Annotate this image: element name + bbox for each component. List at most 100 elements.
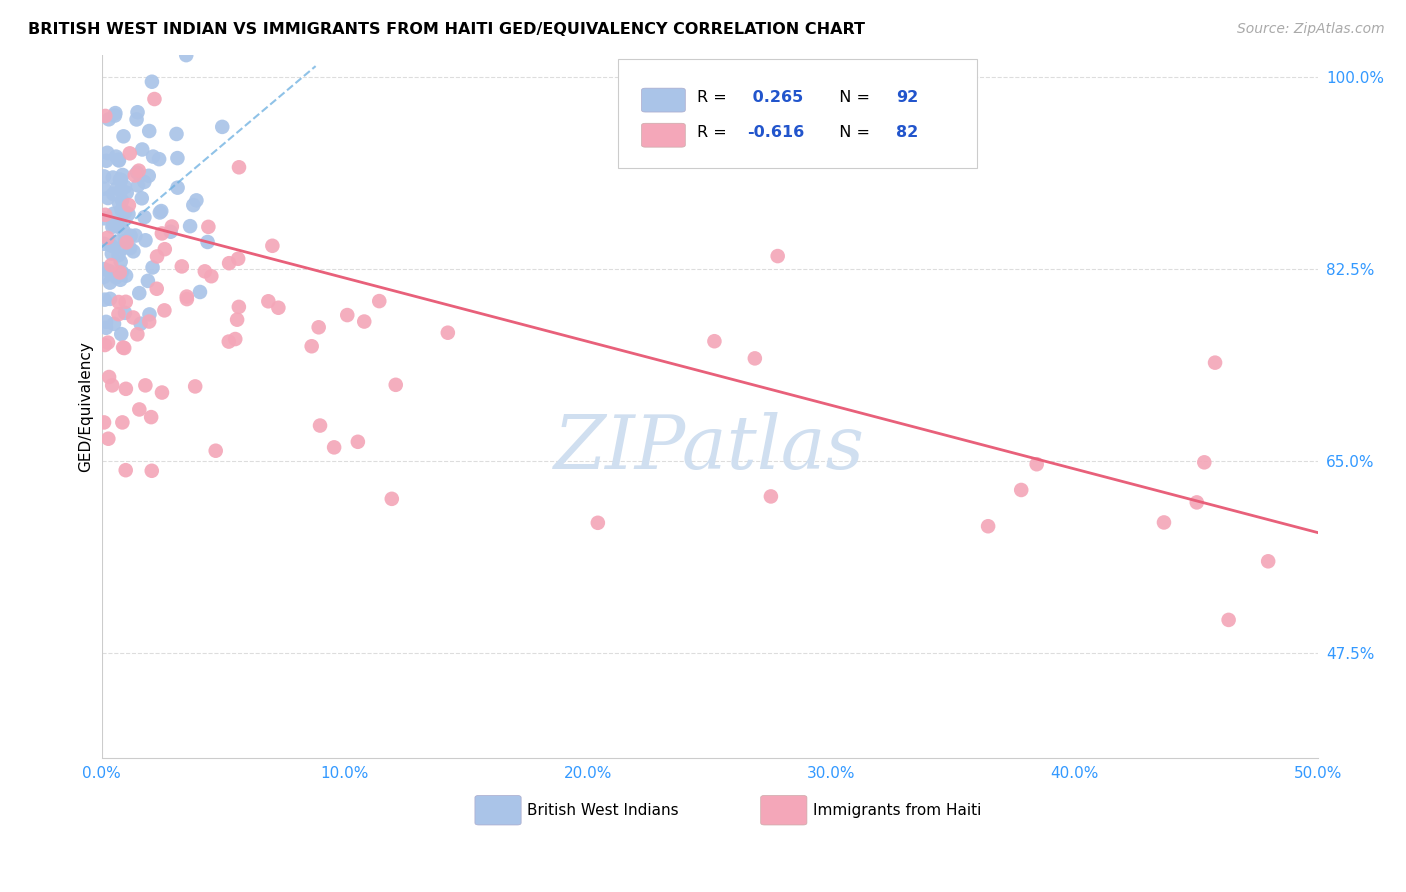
Point <box>124 228 146 243</box>
Point <box>153 303 176 318</box>
Point <box>97 335 120 350</box>
Point <box>134 378 156 392</box>
Point <box>93 181 115 195</box>
Point <box>110 183 132 197</box>
Point <box>107 307 129 321</box>
Point <box>153 242 176 256</box>
Text: 92: 92 <box>896 90 918 104</box>
Point <box>98 276 121 290</box>
Point <box>93 236 115 251</box>
Point <box>114 306 136 320</box>
Point <box>141 464 163 478</box>
Point <box>166 151 188 165</box>
Point <box>384 377 406 392</box>
Point <box>703 334 725 349</box>
Point <box>127 327 149 342</box>
Point <box>96 231 118 245</box>
Point <box>97 112 120 127</box>
Point <box>186 194 208 208</box>
Text: R =: R = <box>697 125 733 140</box>
Point <box>97 432 120 446</box>
Point <box>176 289 198 303</box>
Point <box>108 153 131 168</box>
Point <box>200 269 222 284</box>
Point <box>176 292 198 306</box>
Point <box>1204 356 1226 370</box>
Text: -0.616: -0.616 <box>748 125 804 140</box>
Point <box>353 314 375 328</box>
Point <box>93 416 115 430</box>
Point <box>115 235 138 250</box>
Point <box>104 109 127 123</box>
Point <box>93 293 115 307</box>
Point <box>120 228 142 243</box>
Text: 0.265: 0.265 <box>748 90 804 104</box>
Point <box>124 169 146 183</box>
Point <box>1185 495 1208 509</box>
Point <box>1218 613 1240 627</box>
Point <box>110 254 132 268</box>
Point <box>94 315 117 329</box>
Point <box>98 292 121 306</box>
Point <box>96 153 118 168</box>
Point <box>368 294 391 309</box>
Point <box>110 217 132 231</box>
Point <box>112 341 135 355</box>
Point <box>110 173 132 187</box>
Point <box>267 301 290 315</box>
FancyBboxPatch shape <box>475 796 522 825</box>
Point <box>142 150 165 164</box>
Point <box>103 317 125 331</box>
Text: ZIPatlas: ZIPatlas <box>554 412 865 484</box>
Point <box>97 191 120 205</box>
Point <box>103 186 125 201</box>
Point <box>228 161 250 175</box>
Point <box>107 153 129 167</box>
Point <box>105 235 128 249</box>
Point <box>93 269 115 284</box>
Point <box>94 109 117 123</box>
Point <box>1153 516 1175 530</box>
Point <box>93 262 115 277</box>
Point <box>128 163 150 178</box>
Point <box>103 207 125 221</box>
Point <box>184 379 207 393</box>
Point <box>170 260 193 274</box>
Text: N =: N = <box>828 90 875 104</box>
Point <box>977 519 1000 533</box>
Point <box>110 273 132 287</box>
Point <box>128 286 150 301</box>
Point <box>111 194 134 208</box>
Point <box>142 260 165 275</box>
Point <box>766 249 789 263</box>
Point <box>118 241 141 255</box>
Point <box>226 252 249 266</box>
Point <box>134 233 156 247</box>
Point <box>437 326 460 340</box>
Point <box>107 295 129 310</box>
Point <box>127 105 149 120</box>
Point <box>111 241 134 255</box>
Point <box>262 239 284 253</box>
Point <box>115 186 138 200</box>
Point <box>143 92 166 106</box>
Point <box>105 150 128 164</box>
Point <box>166 180 188 194</box>
FancyBboxPatch shape <box>641 88 685 112</box>
Point <box>149 205 172 219</box>
Text: 82: 82 <box>896 125 918 140</box>
Point <box>105 181 128 195</box>
Point <box>183 198 205 212</box>
Point <box>107 248 129 262</box>
Point <box>125 112 148 127</box>
Point <box>134 210 156 224</box>
Point <box>104 106 127 120</box>
Point <box>336 308 359 322</box>
Point <box>150 227 173 241</box>
Point <box>118 198 141 212</box>
Point <box>197 235 219 249</box>
Point <box>131 143 153 157</box>
Point <box>105 270 128 285</box>
Point <box>127 178 149 193</box>
Point <box>1025 457 1047 471</box>
